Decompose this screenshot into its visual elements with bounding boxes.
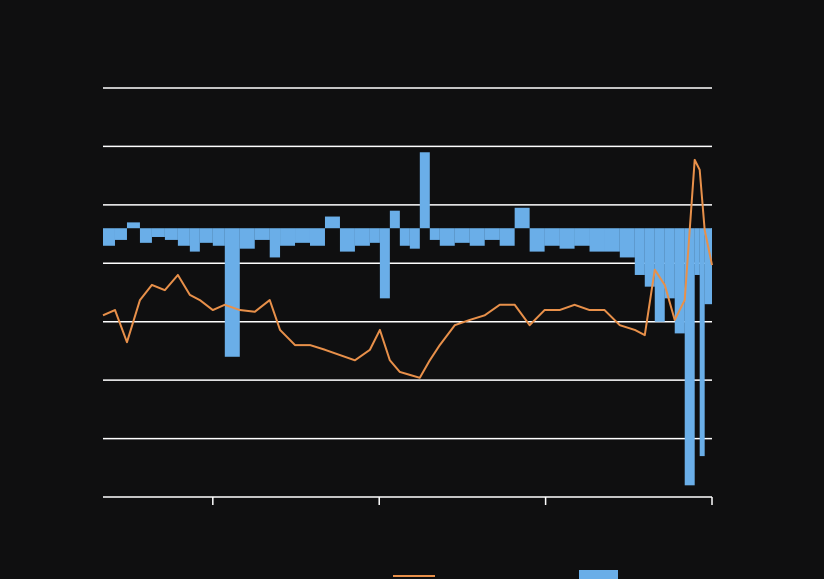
bar — [339, 228, 355, 252]
bar — [711, 228, 712, 252]
bar — [324, 216, 340, 229]
bar — [199, 228, 213, 243]
bar — [295, 228, 310, 243]
bar — [429, 228, 440, 240]
bar — [269, 228, 281, 258]
bar — [559, 228, 575, 249]
bar — [484, 228, 500, 240]
bar — [654, 228, 665, 322]
bar — [574, 228, 590, 246]
bar — [354, 228, 370, 246]
bar — [369, 228, 380, 243]
bar — [529, 228, 545, 252]
bar — [684, 228, 695, 486]
bar — [419, 152, 430, 229]
bar — [114, 228, 127, 240]
bar — [177, 228, 190, 246]
bar — [454, 228, 470, 243]
bar — [589, 228, 605, 252]
bar — [469, 228, 485, 246]
bar — [309, 228, 325, 246]
legend-swatch-bar — [579, 570, 618, 579]
bar — [514, 207, 530, 229]
bar — [254, 228, 270, 240]
bar — [239, 228, 255, 249]
bar — [126, 222, 140, 229]
bar — [103, 228, 115, 246]
bar — [619, 228, 635, 258]
bar — [409, 228, 420, 249]
bar — [644, 228, 655, 287]
bar — [379, 228, 390, 299]
bar — [699, 228, 705, 457]
bar — [224, 228, 240, 357]
bar — [704, 228, 712, 305]
bar — [499, 228, 515, 246]
bar — [694, 228, 700, 275]
bar — [151, 228, 165, 237]
bar — [389, 210, 400, 229]
bar — [280, 228, 296, 246]
bar — [544, 228, 560, 246]
bar — [439, 228, 455, 246]
bar — [604, 228, 620, 252]
line — [102, 158, 713, 379]
bar — [212, 228, 225, 246]
bar — [139, 228, 152, 243]
bar — [664, 228, 675, 299]
bar — [189, 228, 200, 252]
bar — [674, 228, 685, 334]
bar — [399, 228, 410, 246]
bar — [164, 228, 178, 240]
bar — [634, 228, 645, 275]
